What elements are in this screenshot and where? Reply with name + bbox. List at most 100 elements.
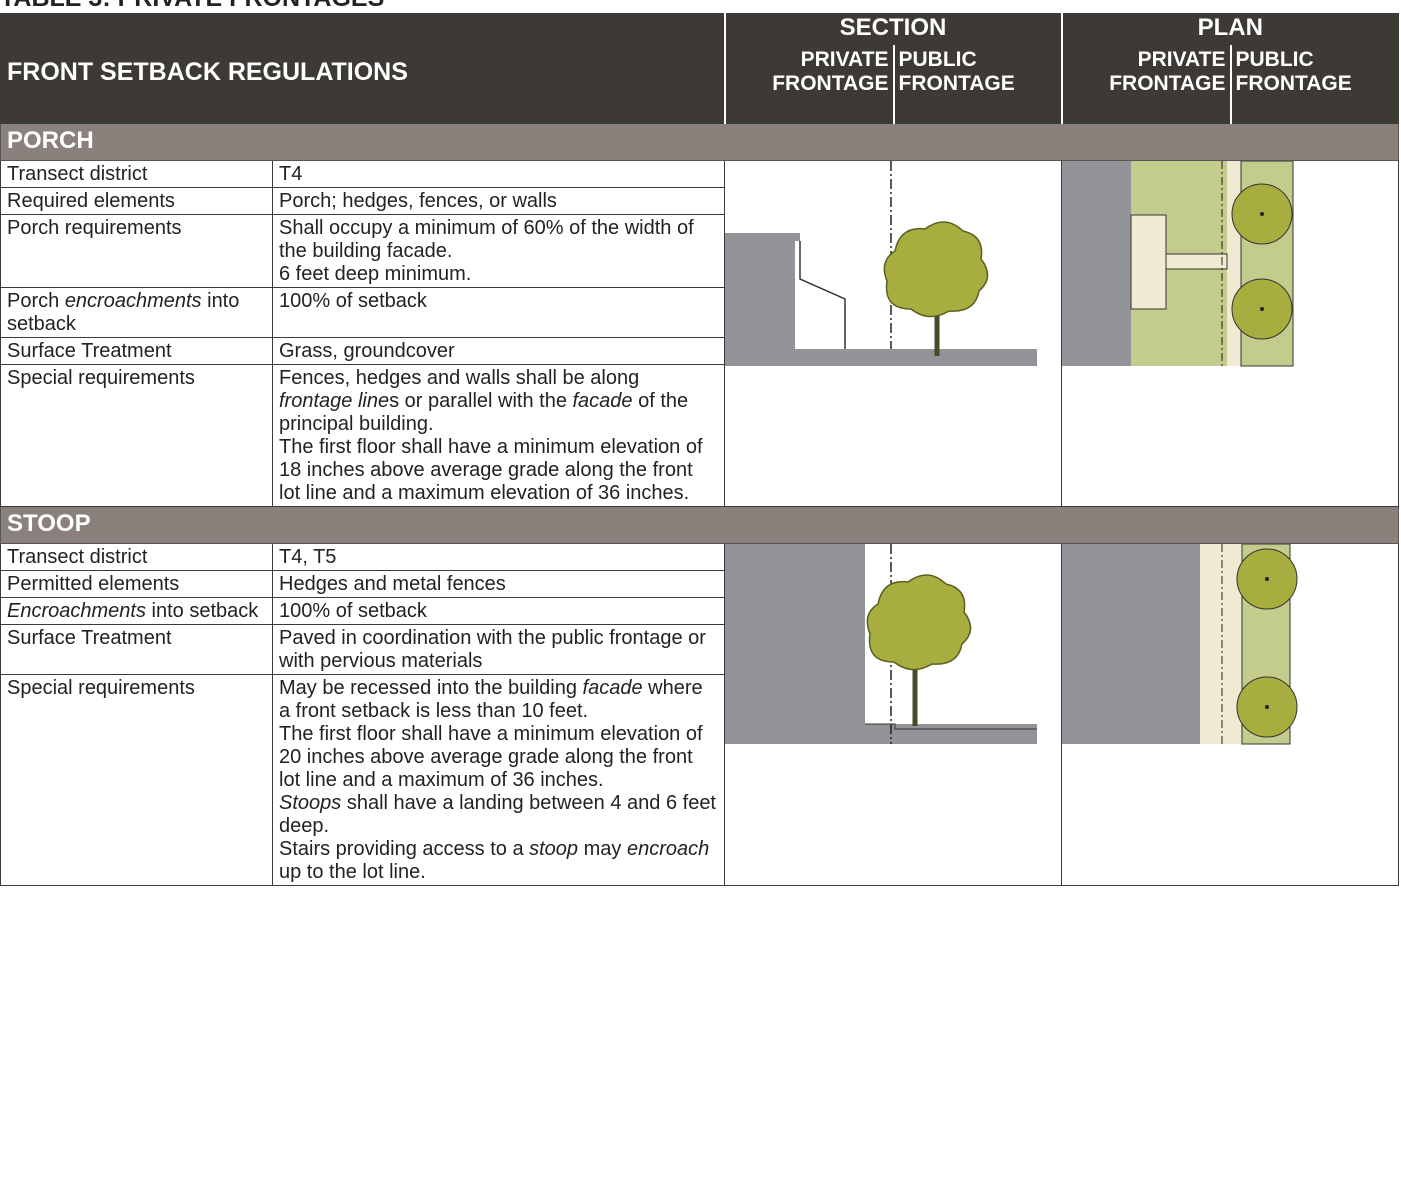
- italic-text: Encroachments: [7, 600, 146, 622]
- plan-image: [1061, 543, 1399, 886]
- header-cell: PRIVATE FRONTAGE: [1060, 45, 1232, 124]
- table-row: Special requirements Fences, hedges and w…: [0, 364, 1399, 507]
- text: Grass, groundcover: [279, 340, 455, 362]
- text: Surface Treatment: [7, 340, 172, 362]
- row-value: May be recessed into the building facade…: [272, 674, 725, 886]
- paragraph: T4, T5: [279, 546, 718, 569]
- row-label: Porch encroachments into setback: [0, 287, 273, 338]
- header-blank: [0, 13, 725, 46]
- paragraph: T4: [279, 163, 718, 186]
- paragraph: Shall occupy a minimum of 60% of the wid…: [279, 217, 718, 263]
- table-row: Permitted elements Hedges and metal fence…: [0, 570, 1399, 598]
- table-row: Porch requirements Shall occupy a minimum…: [0, 214, 1399, 288]
- row-value: 100% of setback: [272, 287, 725, 338]
- paragraph: Porch encroachments into setback: [7, 290, 266, 336]
- text: Surface Treatment: [7, 627, 172, 649]
- section-name: STOOP: [0, 506, 1399, 544]
- text: 6 feet deep minimum.: [279, 263, 472, 285]
- paragraph: Grass, groundcover: [279, 340, 718, 363]
- row-value: Porch; hedges, fences, or walls: [272, 187, 725, 215]
- text: May be recessed into the building: [279, 677, 583, 699]
- header-cell: PUBLIC FRONTAGE: [893, 45, 1062, 124]
- text: Paved in coordination with the public fr…: [279, 627, 706, 672]
- paragraph: 6 feet deep minimum.: [279, 263, 718, 286]
- paragraph: Transect district: [7, 163, 266, 186]
- text: up to the lot line.: [279, 861, 426, 883]
- text: into setback: [145, 600, 259, 622]
- italic-text: facade: [572, 390, 633, 412]
- text: of the principal building.: [279, 390, 689, 435]
- paragraph: Paved in coordination with the public fr…: [279, 627, 718, 673]
- text: s or parallel with the: [389, 390, 573, 412]
- section-band: PORCH: [0, 123, 1399, 161]
- paragraph: Permitted elements: [7, 573, 266, 596]
- italic-text: facade: [582, 677, 643, 699]
- header-row: FRONT SETBACK REGULATIONS PRIVATE FRONTA…: [0, 45, 1399, 124]
- paragraph: The first floor shall have a minimum ele…: [279, 436, 718, 505]
- italic-text: stoop: [529, 838, 579, 860]
- paragraph: Hedges and metal fences: [279, 573, 718, 596]
- paragraph: Transect district: [7, 546, 266, 569]
- text: The first floor shall have a minimum ele…: [279, 436, 703, 504]
- plan-drawing: [1062, 544, 1298, 745]
- paragraph: 100% of setback: [279, 600, 718, 623]
- italic-text: encroach: [626, 838, 710, 860]
- text: may: [578, 838, 627, 860]
- text: The first floor shall have a minimum ele…: [279, 723, 703, 791]
- row-label: Transect district: [0, 160, 273, 188]
- text: T4: [279, 163, 303, 185]
- row-label: Encroachments into setback: [0, 597, 273, 625]
- header-cell: FRONT SETBACK REGULATIONS: [0, 45, 725, 124]
- row-label: Special requirements: [0, 674, 273, 886]
- row-value: Shall occupy a minimum of 60% of the wid…: [272, 214, 725, 288]
- paragraph: May be recessed into the building facade…: [279, 677, 718, 723]
- header-cell: PUBLIC FRONTAGE: [1230, 45, 1399, 124]
- row-label: Porch requirements: [0, 214, 273, 288]
- text: Porch: [7, 290, 65, 312]
- row-label: Required elements: [0, 187, 273, 215]
- text: Shall occupy a minimum of 60% of the wid…: [279, 217, 694, 262]
- paragraph: Porch; hedges, fences, or walls: [279, 190, 718, 213]
- section-band: STOOP: [0, 506, 1399, 544]
- table-row: Required elements Porch; hedges, fences, …: [0, 187, 1399, 215]
- plan-image: [1061, 160, 1399, 507]
- row-value: Paved in coordination with the public fr…: [272, 624, 725, 675]
- row-label: Special requirements: [0, 364, 273, 507]
- section-image: [724, 160, 1062, 507]
- paragraph: Required elements: [7, 190, 266, 213]
- paragraph: Encroachments into setback: [7, 600, 266, 623]
- text: T4, T5: [279, 546, 337, 568]
- text: Transect district: [7, 163, 148, 185]
- text: Hedges and metal fences: [279, 573, 506, 595]
- paragraph: Surface Treatment: [7, 340, 266, 363]
- frontage-table: SECTION PLAN FRONT SETBACK REGULATIONS P…: [0, 13, 1399, 886]
- paragraph: 100% of setback: [279, 290, 718, 313]
- row-value: T4: [272, 160, 725, 188]
- table-row: Transect district T4, T5: [0, 543, 1399, 886]
- row-value: Hedges and metal fences: [272, 570, 725, 598]
- paragraph: Fences, hedges and walls shall be along …: [279, 367, 718, 436]
- section-drawing: [725, 161, 1037, 366]
- text: shall have a landing between 4 and 6 fee…: [279, 792, 716, 837]
- text: Porch requirements: [7, 217, 182, 239]
- table-row: Surface Treatment Paved in coordination w…: [0, 624, 1399, 675]
- paragraph: Special requirements: [7, 367, 266, 390]
- table-body: SECTION PLAN FRONT SETBACK REGULATIONS P…: [0, 13, 1399, 886]
- text: Permitted elements: [7, 573, 180, 595]
- text: Special requirements: [7, 677, 195, 699]
- section-drawing: [725, 544, 1037, 744]
- text: Required elements: [7, 190, 175, 212]
- section-image: [724, 543, 1062, 886]
- text: Fences, hedges and walls shall be along: [279, 367, 640, 389]
- text: 100% of setback: [279, 600, 427, 622]
- italic-text: Stoops: [279, 792, 342, 814]
- header-cell: SECTION: [723, 13, 1062, 46]
- text: Stairs providing access to a: [279, 838, 530, 860]
- row-label: Surface Treatment: [0, 624, 273, 675]
- row-value: Grass, groundcover: [272, 337, 725, 365]
- row-label: Permitted elements: [0, 570, 273, 598]
- italic-text: frontage line: [279, 390, 390, 412]
- paragraph: Porch requirements: [7, 217, 266, 240]
- text: into setback: [7, 290, 240, 335]
- table-row: Transect district T4: [0, 160, 1399, 507]
